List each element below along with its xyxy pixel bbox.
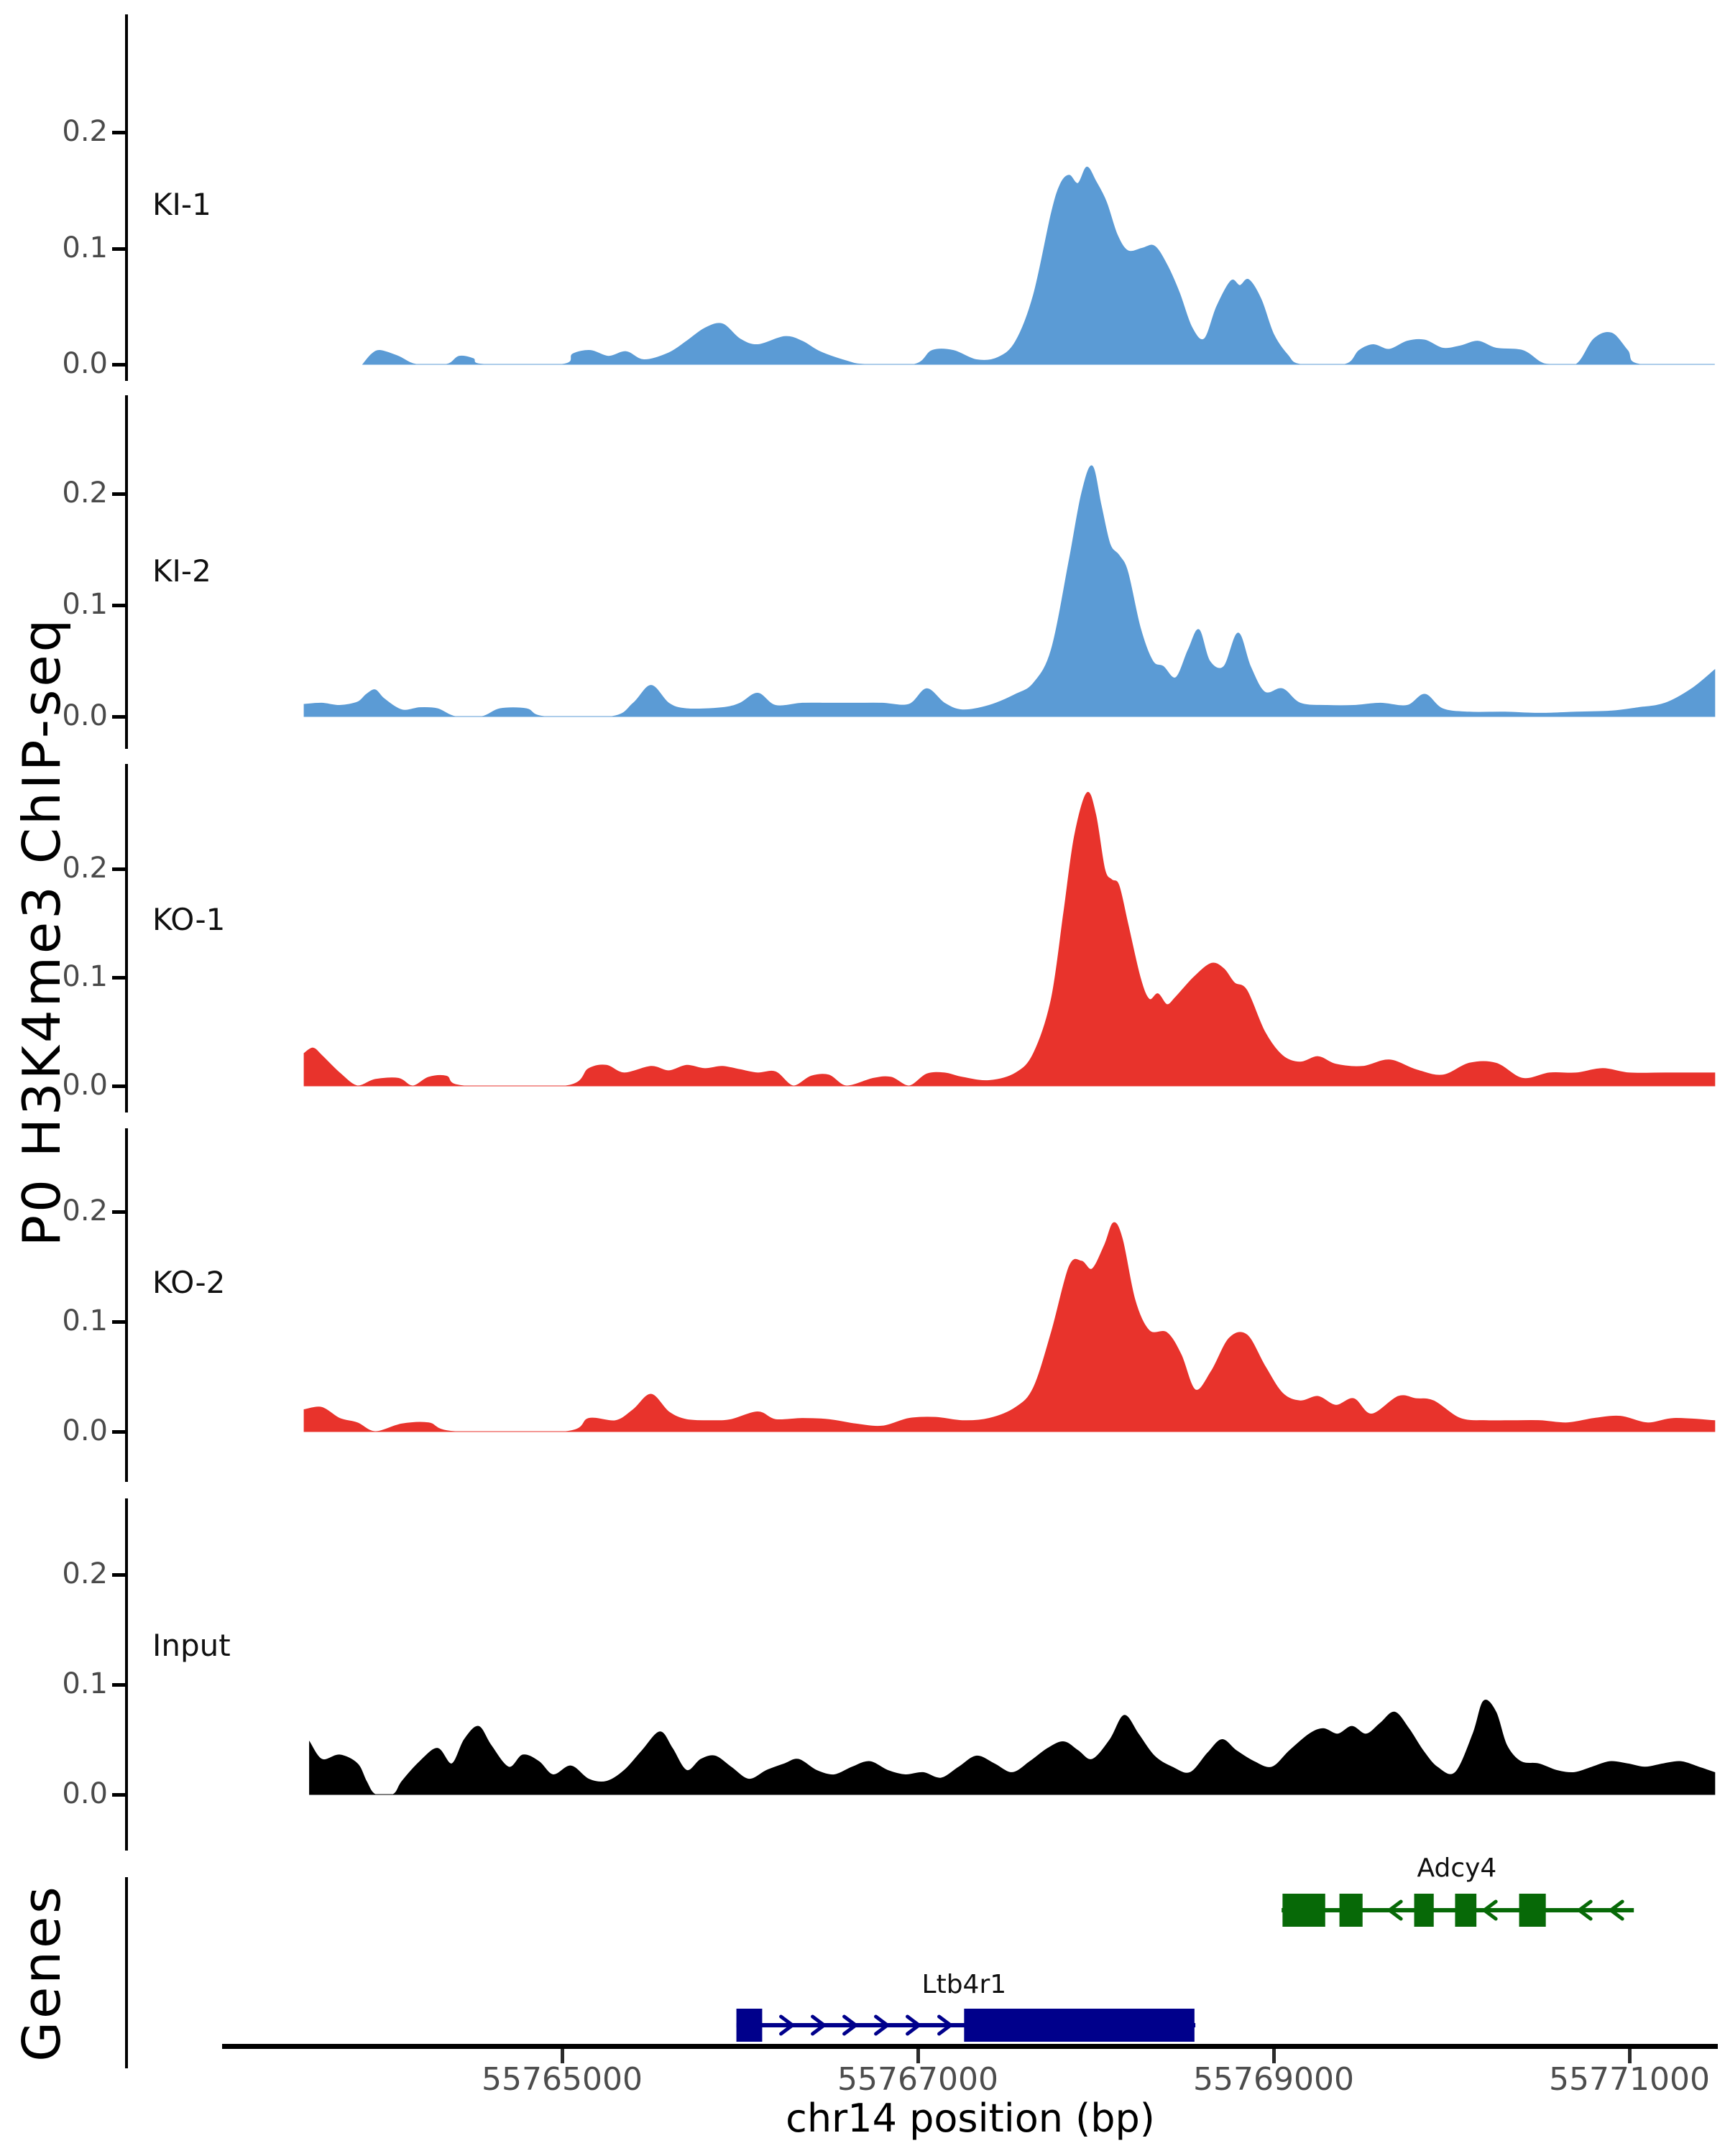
gene-exon-Ltb4r1-2: [964, 2009, 1195, 2042]
y-axis-line-KO-2: [125, 1128, 128, 1482]
track-label-KI-2: KI-2: [152, 553, 211, 589]
y-tick-label: 0.2: [62, 1194, 108, 1227]
x-tick-label: 55769000: [1193, 2061, 1354, 2098]
gene-exon-Adcy4-3: [1414, 1894, 1434, 1927]
gene-strand-arrow-icon-Ltb4r1: [937, 2014, 954, 2036]
gene-strand-arrow-icon-Adcy4: [1576, 1899, 1593, 1921]
gene-strand-arrow-icon-Ltb4r1: [906, 2014, 922, 2036]
gene-exon-Adcy4-5: [1519, 1894, 1546, 1927]
y-tick-label: 0.2: [62, 476, 108, 510]
gene-strand-arrow-icon-Ltb4r1: [842, 2014, 859, 2036]
y-tick-KI-2-0.0: [112, 715, 126, 719]
gene-strand-arrow-icon-Ltb4r1: [874, 2014, 891, 2036]
track-label-KI-1: KI-1: [152, 187, 211, 222]
x-tick-label: 55765000: [482, 2061, 643, 2098]
y-tick-KI-2-0.2: [112, 492, 126, 496]
gene-exon-Adcy4-1: [1282, 1894, 1325, 1927]
track-label-KO-1: KO-1: [152, 902, 226, 937]
y-tick-KO-1-0.0: [112, 1084, 126, 1088]
x-tick-55771000: [1628, 2049, 1632, 2063]
gene-exon-Adcy4-4: [1455, 1894, 1477, 1927]
gene-exon-Ltb4r1-1: [736, 2009, 763, 2042]
y-tick-Input-0.1: [112, 1683, 126, 1687]
y-tick-KO-2-0.1: [112, 1320, 126, 1324]
track-area-KI-2: [303, 465, 1716, 717]
y-tick-KO-2-0.2: [112, 1210, 126, 1214]
gene-strand-arrow-icon-Ltb4r1: [779, 2014, 796, 2036]
y-tick-label: 0.1: [62, 1304, 108, 1337]
gene-strand-arrow-icon-Ltb4r1: [811, 2014, 827, 2036]
x-tick-label: 55771000: [1549, 2061, 1710, 2098]
track-area-KI-1: [362, 166, 1715, 365]
y-tick-KI-1-0.2: [112, 131, 126, 134]
y-tick-KO-2-0.0: [112, 1430, 126, 1434]
y-tick-Input-0.0: [112, 1793, 126, 1797]
y-tick-KO-1-0.1: [112, 976, 126, 980]
track-label-Input: Input: [152, 1628, 231, 1663]
gene-label-Adcy4: Adcy4: [1417, 1853, 1497, 1883]
y-tick-label: 0.0: [62, 1069, 108, 1102]
y-tick-label: 0.1: [62, 1667, 108, 1700]
gene-strand-arrow-icon-Adcy4: [1386, 1899, 1403, 1921]
y-tick-KI-1-0.1: [112, 247, 126, 251]
gene-strand-arrow-icon-Adcy4: [1481, 1899, 1498, 1921]
y-axis-line-KO-1: [125, 764, 128, 1112]
y-tick-KO-1-0.2: [112, 867, 126, 871]
track-area-KO-2: [303, 1222, 1716, 1432]
track-area-Input: [309, 1700, 1716, 1795]
y-axis-line-KI-2: [125, 395, 128, 749]
gene-label-Ltb4r1: Ltb4r1: [921, 1970, 1007, 1999]
y-axis-line-genes: [125, 1877, 128, 2068]
track-area-KO-1: [303, 791, 1716, 1087]
y-tick-KI-2-0.1: [112, 604, 126, 607]
genes-axis-label: Genes: [12, 1884, 72, 2062]
y-tick-label: 0.1: [62, 960, 108, 993]
y-axis-line-Input: [125, 1498, 128, 1851]
y-tick-label: 0.0: [62, 347, 108, 380]
track-label-KO-2: KO-2: [152, 1265, 226, 1300]
y-axis-line-KI-1: [125, 14, 128, 381]
y-tick-label: 0.2: [62, 115, 108, 148]
x-axis-line: [222, 2044, 1718, 2049]
y-tick-label: 0.2: [62, 852, 108, 885]
gene-strand-arrow-icon-Adcy4: [1607, 1899, 1624, 1921]
y-tick-label: 0.0: [62, 1414, 108, 1447]
y-tick-label: 0.1: [62, 588, 108, 621]
x-tick-55769000: [1272, 2049, 1276, 2063]
x-tick-label: 55767000: [837, 2061, 998, 2098]
x-tick-55765000: [561, 2049, 564, 2063]
x-tick-55767000: [916, 2049, 920, 2063]
y-tick-label: 0.0: [62, 1777, 108, 1810]
y-tick-Input-0.2: [112, 1573, 126, 1577]
gene-exon-Adcy4-2: [1339, 1894, 1363, 1927]
y-tick-label: 0.2: [62, 1557, 108, 1590]
y-tick-KI-1-0.0: [112, 363, 126, 367]
x-axis-title: chr14 position (bp): [786, 2096, 1155, 2141]
y-tick-label: 0.1: [62, 231, 108, 264]
y-tick-label: 0.0: [62, 699, 108, 732]
